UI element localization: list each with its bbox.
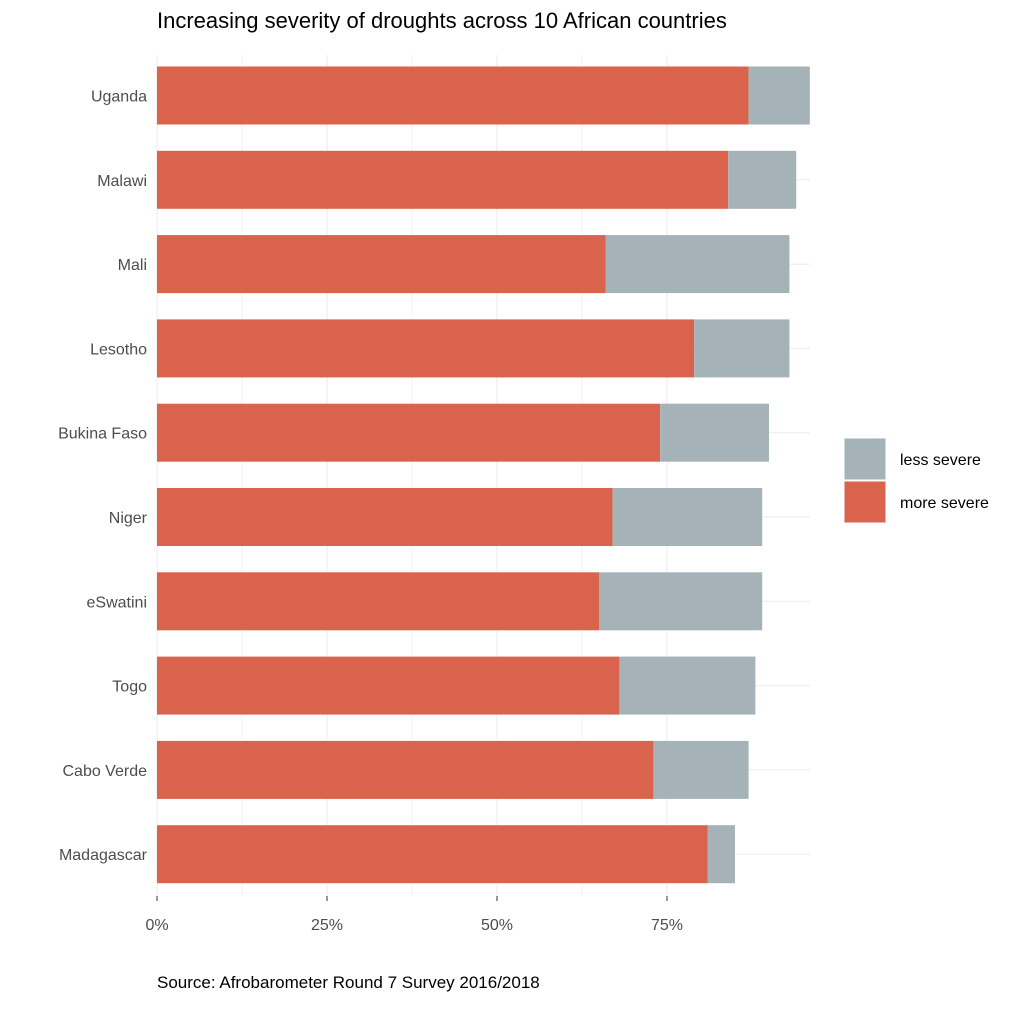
y-tick-label: Malawi bbox=[97, 173, 147, 190]
bar-more-severe-niger bbox=[157, 488, 613, 546]
bars-layer bbox=[157, 66, 810, 884]
y-tick-label: eSwatini bbox=[87, 594, 147, 611]
legend-label: less severe bbox=[900, 452, 981, 469]
x-tick-label: 75% bbox=[651, 917, 683, 934]
bar-less-severe-malawi bbox=[728, 150, 797, 209]
bar-less-severe-lesotho bbox=[694, 319, 790, 378]
y-tick-label: Mali bbox=[118, 257, 147, 274]
bar-more-severe-eswatini bbox=[157, 572, 599, 631]
bar-more-severe-togo bbox=[157, 656, 620, 715]
bar-less-severe-uganda bbox=[748, 66, 810, 125]
y-tick-label: Bukina Faso bbox=[58, 426, 147, 443]
y-tick-label: Cabo Verde bbox=[62, 763, 147, 780]
bar-less-severe-cabo-verde bbox=[653, 740, 749, 799]
bar-more-severe-malawi bbox=[157, 150, 729, 209]
y-tick-label: Niger bbox=[109, 510, 148, 527]
x-tick-label: 25% bbox=[311, 917, 343, 934]
bar-less-severe-togo bbox=[619, 656, 756, 715]
bar-more-severe-madagascar bbox=[157, 825, 708, 884]
y-axis-labels: Uganda Malawi Mali Lesotho Bukina Faso Niger e… bbox=[58, 89, 148, 865]
chart-title: Increasing severity of droughts across 1… bbox=[157, 8, 727, 33]
bar-less-severe-madagascar bbox=[707, 825, 735, 884]
bar-more-severe-bukina-faso bbox=[157, 403, 661, 462]
x-axis-labels: 0% 25% 50% 75% bbox=[145, 896, 683, 934]
y-tick-label: Uganda bbox=[91, 89, 147, 106]
x-tick-label: 0% bbox=[145, 917, 168, 934]
legend-label: more severe bbox=[900, 495, 989, 512]
chart-caption: Source: Afrobarometer Round 7 Survey 201… bbox=[157, 973, 540, 992]
bar-less-severe-eswatini bbox=[599, 572, 763, 631]
y-tick-label: Togo bbox=[112, 679, 147, 696]
bar-more-severe-mali bbox=[157, 235, 606, 294]
bar-less-severe-niger bbox=[612, 488, 763, 546]
y-tick-label: Lesotho bbox=[90, 341, 147, 358]
legend-key bbox=[843, 437, 887, 481]
bar-less-severe-mali bbox=[605, 235, 790, 294]
legend-key bbox=[843, 480, 887, 524]
bar-more-severe-cabo-verde bbox=[157, 740, 654, 799]
x-tick-label: 50% bbox=[481, 917, 513, 934]
y-tick-label: Madagascar bbox=[59, 847, 148, 864]
bar-more-severe-lesotho bbox=[157, 319, 695, 378]
legend: less severe more severe bbox=[843, 437, 989, 524]
bar-more-severe-uganda bbox=[157, 66, 749, 125]
bar-less-severe-bukina-faso bbox=[660, 403, 769, 462]
